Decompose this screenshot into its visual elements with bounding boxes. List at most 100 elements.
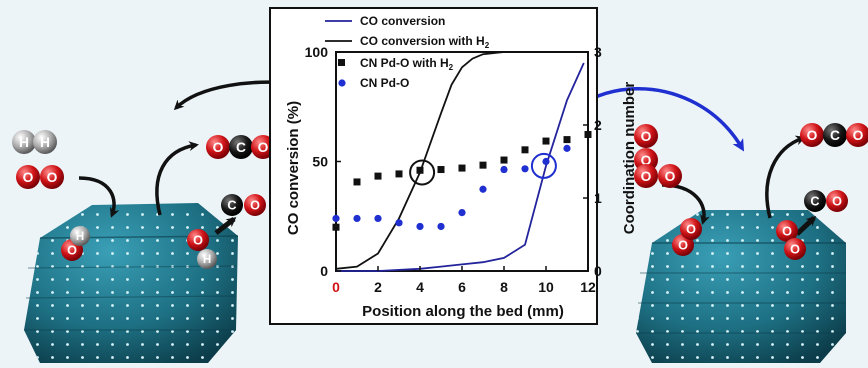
- y2-axis-title: Coordination number: [621, 82, 638, 235]
- data-point-circle: [500, 165, 508, 174]
- carbon-atom-icon: [823, 123, 847, 147]
- y-tick-label: 50: [312, 154, 328, 170]
- carbon-atom-icon: [804, 190, 826, 212]
- legend-subscript: 2: [485, 41, 490, 50]
- atom-label: O: [686, 223, 696, 237]
- legend-label-cn-pdo: CN Pd-O: [360, 76, 409, 90]
- highlight-circle-icon: [409, 159, 436, 186]
- oxygen-atom-icon: [846, 123, 868, 147]
- series-layer: [332, 51, 592, 272]
- x-tick-label: 10: [538, 279, 554, 295]
- atom-label: O: [782, 225, 792, 239]
- data-point-square: [416, 166, 424, 174]
- atom-label: O: [258, 140, 269, 155]
- data-point-square: [563, 136, 571, 144]
- atom-label: O: [832, 195, 842, 209]
- atom-label: H: [203, 254, 211, 266]
- legend-swatch-cn-pdo: [338, 79, 346, 87]
- data-point-circle: [416, 222, 424, 231]
- hydrogen-atom-icon: [12, 130, 36, 154]
- oxygen-atom-icon: [800, 123, 824, 147]
- data-point-square: [521, 146, 529, 154]
- data-point-circle: [521, 165, 529, 173]
- y2-tick-label: 1: [594, 190, 602, 206]
- straight-arrow-icon: [214, 217, 237, 235]
- carbon-atom-icon: [221, 194, 243, 216]
- oxygen-atom-icon: [16, 165, 40, 189]
- oxygen-atom-icon: [634, 124, 658, 148]
- atom-label: O: [807, 128, 818, 143]
- atom-label: O: [193, 234, 203, 248]
- atom-label: O: [641, 129, 652, 144]
- data-point-circle: [542, 157, 550, 166]
- straight-arrow-icon: [795, 215, 817, 236]
- data-point-square: [374, 172, 382, 180]
- atom-label: O: [67, 244, 77, 258]
- curved-arrow-icon: [765, 135, 806, 219]
- legend-label-cn-pdo-h2: CN Pd-O with H2: [360, 56, 454, 72]
- atom-label: O: [641, 153, 652, 168]
- legend-subscript: 2: [449, 63, 454, 72]
- atom-label: O: [665, 169, 676, 184]
- oxygen-atom-icon: [776, 220, 798, 242]
- data-point-circle: [353, 214, 361, 223]
- hydrogen-atom-icon: [197, 249, 217, 269]
- data-point-square: [332, 223, 340, 231]
- x-tick-label: 0: [332, 279, 340, 295]
- data-point-square: [437, 166, 445, 174]
- data-point-square: [353, 178, 361, 186]
- data-point-circle: [374, 214, 382, 223]
- atom-label: C: [236, 140, 246, 155]
- atom-label: O: [790, 243, 800, 257]
- x-tick-label: 2: [374, 279, 382, 295]
- atom-label: C: [830, 128, 840, 143]
- atom-label: O: [213, 140, 224, 155]
- x-tick-label: 12: [580, 279, 596, 295]
- data-point-circle: [395, 219, 403, 227]
- y2-tick-label: 0: [594, 263, 602, 279]
- legend-label-co-conversion-h2-text: CO conversion with H: [360, 34, 485, 48]
- data-point-square: [479, 161, 487, 169]
- series-line: [335, 51, 588, 270]
- x-tick-label: 8: [500, 279, 508, 295]
- x-tick-label: 4: [416, 279, 424, 295]
- data-point-square: [584, 130, 592, 138]
- legend-label-co-conversion: CO conversion: [360, 14, 445, 28]
- atom-label: H: [76, 231, 84, 243]
- legend-label-co-conversion-h2: CO conversion with H2: [360, 34, 490, 50]
- oxygen-atom-icon: [40, 165, 64, 189]
- atom-label: O: [678, 239, 688, 253]
- x-tick-label: 6: [458, 279, 466, 295]
- highlight-circle-icon: [530, 152, 557, 179]
- data-point-square: [395, 170, 403, 178]
- carbon-atom-icon: [229, 135, 253, 159]
- y2-tick-label: 2: [594, 117, 602, 133]
- atom-label: H: [40, 135, 50, 150]
- oxygen-atom-icon: [206, 135, 230, 159]
- oxygen-atom-icon: [680, 218, 702, 240]
- legend: CO conversion CO conversion with H2 CN P…: [325, 14, 490, 90]
- hydrogen-atom-icon: [70, 226, 90, 246]
- data-point-square: [500, 156, 508, 164]
- data-point-circle: [479, 185, 487, 193]
- y2-tick-label: 3: [594, 44, 602, 60]
- legend-swatch-cn-pdo-h2: [338, 59, 345, 66]
- oxygen-atom-icon: [826, 190, 848, 212]
- atom-label: O: [47, 170, 58, 185]
- data-point-square: [542, 137, 550, 145]
- curved-arrow-icon: [78, 176, 120, 218]
- atom-label: C: [810, 195, 819, 209]
- oxygen-atom-icon: [784, 238, 806, 260]
- atom-label: O: [641, 169, 652, 184]
- legend-label-cn-pdo-h2-text: CN Pd-O with H: [360, 56, 449, 70]
- data-point-square: [458, 164, 466, 172]
- y-tick-label: 100: [305, 44, 329, 60]
- atom-label: O: [853, 128, 864, 143]
- oxygen-atom-icon: [187, 229, 209, 251]
- oxygen-atom-icon: [658, 164, 682, 188]
- data-point-circle: [332, 214, 340, 223]
- data-point-circle: [563, 144, 571, 152]
